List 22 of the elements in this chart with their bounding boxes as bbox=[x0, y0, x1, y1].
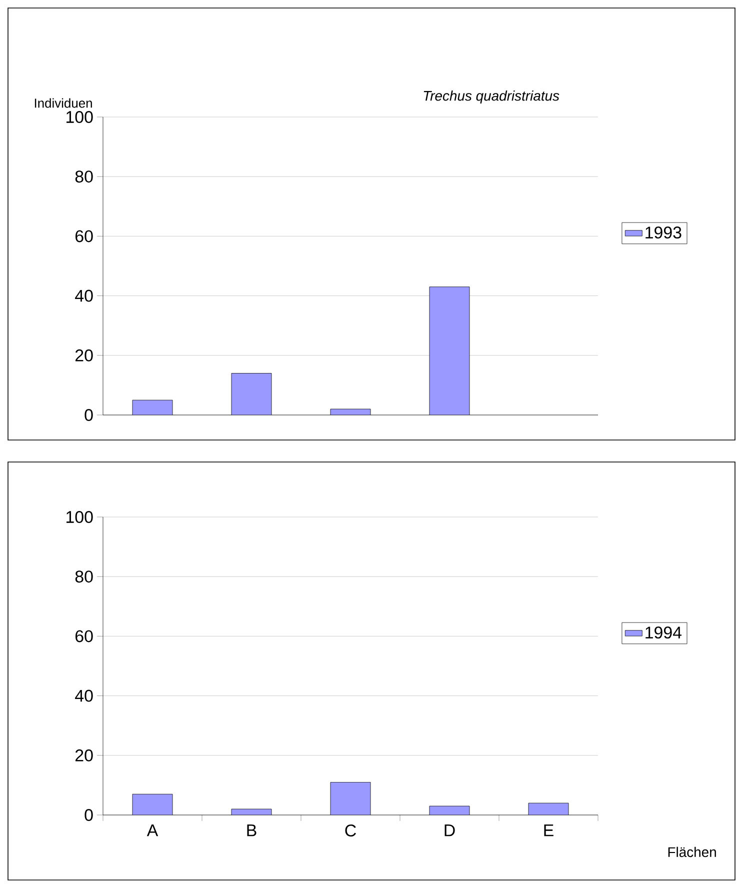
y-axis-title: Individuen bbox=[34, 98, 92, 108]
y-tick-label: 0 bbox=[84, 408, 93, 421]
x-tick-label: B bbox=[247, 824, 256, 836]
y-tick-label: 100 bbox=[66, 110, 93, 123]
x-axis-title: Flächen bbox=[668, 846, 716, 858]
y-tick-label: 0 bbox=[84, 808, 93, 821]
y-tick-label: 60 bbox=[76, 230, 93, 242]
legend-label: 1993 bbox=[646, 226, 682, 239]
y-tick-label: 40 bbox=[75, 290, 93, 302]
y-tick-label: 60 bbox=[76, 630, 93, 642]
legend-label: 1994 bbox=[646, 626, 682, 639]
y-tick-label: 20 bbox=[76, 349, 93, 362]
y-tick-label: 80 bbox=[75, 170, 93, 183]
y-tick-label: 40 bbox=[75, 690, 93, 702]
x-tick-label: E bbox=[544, 824, 554, 836]
y-tick-label: 80 bbox=[75, 570, 93, 583]
x-tick-label: D bbox=[444, 824, 455, 836]
chart-title: Trechus quadristriatus bbox=[424, 90, 560, 104]
y-tick-label: 100 bbox=[66, 510, 93, 523]
x-tick-label: C bbox=[345, 824, 356, 837]
x-tick-label: A bbox=[146, 824, 158, 836]
y-tick-label: 20 bbox=[76, 749, 93, 762]
